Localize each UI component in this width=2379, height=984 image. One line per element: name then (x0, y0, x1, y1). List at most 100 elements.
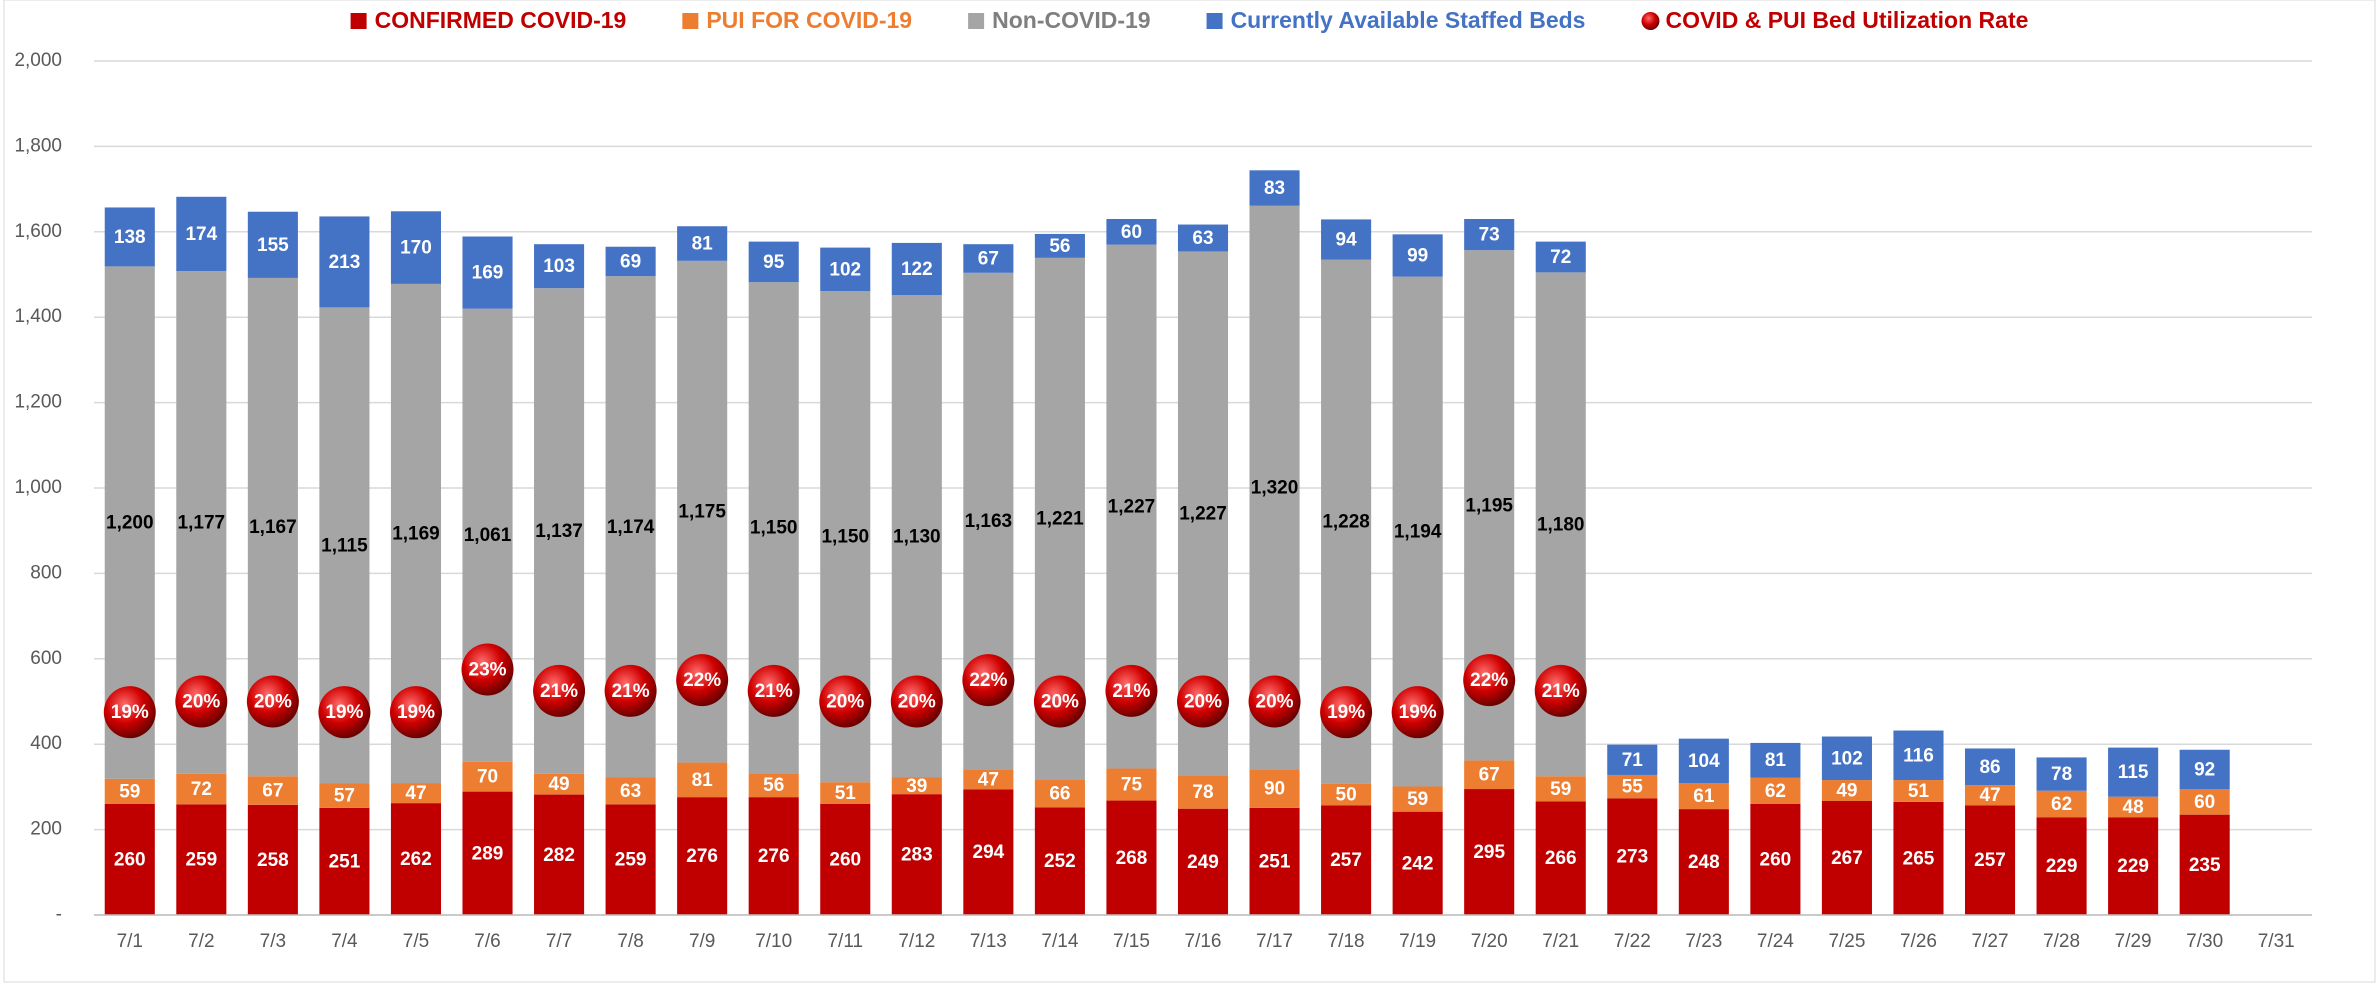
bar-segment (390, 783, 442, 804)
data-label: 61 (1693, 786, 1715, 807)
legend-item: Non-COVID-19 (968, 7, 1151, 33)
data-label: 62 (2051, 794, 2072, 815)
data-label: 86 (1979, 757, 2000, 778)
rate-marker (103, 686, 156, 739)
data-label: 229 (2046, 856, 2078, 877)
data-label: 242 (1402, 853, 1434, 874)
data-label: 213 (329, 252, 361, 273)
x-tick-label: 7/16 (1185, 931, 1222, 952)
legend-marker (682, 13, 699, 29)
data-label: 50 (1336, 785, 1357, 806)
data-label: 229 (2117, 856, 2149, 877)
data-label: 103 (543, 256, 575, 277)
rate-marker (318, 686, 371, 739)
x-tick-label: 7/12 (898, 931, 935, 952)
data-label: 235 (2189, 855, 2221, 876)
y-tick-label: 400 (30, 733, 62, 754)
data-label: 1,195 (1465, 495, 1513, 516)
x-tick-label: 7/20 (1471, 931, 1508, 952)
rate-marker (962, 654, 1015, 707)
data-label: 20% (1041, 692, 1079, 713)
bar-segment (1893, 780, 1944, 802)
data-label: 78 (1192, 782, 1213, 803)
bar-segment (1607, 744, 1658, 775)
data-label: 59 (1550, 779, 1571, 800)
bar-segment (1964, 748, 2016, 786)
bar-segment (534, 773, 585, 795)
bar-segment (462, 236, 513, 309)
data-label: 259 (185, 850, 217, 871)
data-label: 1,130 (893, 526, 941, 547)
bar-segment (462, 791, 513, 915)
bar-segment (891, 777, 942, 795)
data-label: 116 (1903, 745, 1934, 766)
data-label: 248 (1688, 852, 1720, 873)
bar-segment (748, 241, 799, 283)
y-tick-label: 1,200 (14, 392, 62, 413)
x-tick-label: 7/25 (1828, 931, 1865, 952)
rate-marker (747, 664, 800, 717)
data-label: 1,174 (607, 517, 655, 538)
data-label: 63 (620, 781, 641, 802)
data-label: 56 (1049, 236, 1070, 257)
y-tick-label: 200 (30, 819, 62, 840)
bar-segment (1678, 809, 1729, 915)
x-tick-label: 7/9 (689, 931, 715, 952)
bar-segment (104, 207, 155, 267)
data-label: 19% (111, 702, 149, 723)
bar-segment (1392, 811, 1443, 915)
rate-marker (389, 686, 442, 739)
bar-segment (1321, 805, 1372, 915)
data-label: 60 (1121, 222, 1142, 243)
data-label: 1,227 (1179, 503, 1227, 524)
bar-segment (1249, 769, 1300, 808)
rate-marker (676, 654, 729, 707)
bar-segment (963, 244, 1014, 273)
bar-segment (1464, 760, 1515, 790)
data-label: 66 (1049, 783, 1070, 804)
data-label: 104 (1688, 751, 1720, 772)
x-tick-label: 7/21 (1542, 931, 1579, 952)
data-label: 22% (683, 670, 721, 691)
data-label: 1,320 (1251, 478, 1299, 499)
data-label: 49 (1836, 781, 1857, 802)
data-label: 21% (1112, 681, 1150, 702)
y-tick-label: 1,000 (14, 477, 62, 498)
data-label: 20% (182, 692, 220, 713)
data-label: 67 (262, 781, 283, 802)
data-label: 268 (1116, 848, 1148, 869)
data-label: 1,177 (178, 512, 226, 533)
x-tick-label: 7/28 (2043, 931, 2080, 952)
data-label: 59 (119, 781, 140, 802)
data-label: 51 (835, 783, 857, 804)
bar-segment (2036, 757, 2087, 791)
y-tick-label: 600 (30, 648, 62, 669)
legend-item: PUI FOR COVID-19 (682, 7, 912, 33)
data-label: 170 (400, 238, 432, 259)
bar-segment (2108, 796, 2159, 818)
data-label: 72 (1550, 247, 1571, 268)
data-label: 1,061 (464, 525, 512, 546)
data-label: 262 (400, 849, 432, 870)
bar-segment (1321, 783, 1372, 806)
bar-segment (1249, 170, 1300, 206)
bar-segment (1750, 742, 1801, 778)
bar-segment (605, 804, 656, 915)
bar-segment (390, 803, 442, 915)
legend-item: CONFIRMED COVID-19 (350, 7, 626, 33)
rate-marker (461, 643, 514, 696)
data-label: 21% (540, 681, 578, 702)
data-label: 70 (477, 767, 498, 788)
bar-segment (2036, 817, 2087, 915)
data-label: 102 (1831, 748, 1863, 769)
bar-segment (1177, 224, 1229, 252)
x-tick-label: 7/15 (1113, 931, 1150, 952)
bar-segment (605, 246, 656, 277)
data-label: 19% (397, 702, 435, 723)
legend-item: Currently Available Staffed Beds (1206, 7, 1585, 33)
x-tick-label: 7/7 (546, 931, 572, 952)
bar-segment (1321, 219, 1372, 260)
data-label: 276 (686, 846, 718, 867)
data-label: 48 (2123, 797, 2144, 818)
data-label: 266 (1545, 848, 1577, 869)
